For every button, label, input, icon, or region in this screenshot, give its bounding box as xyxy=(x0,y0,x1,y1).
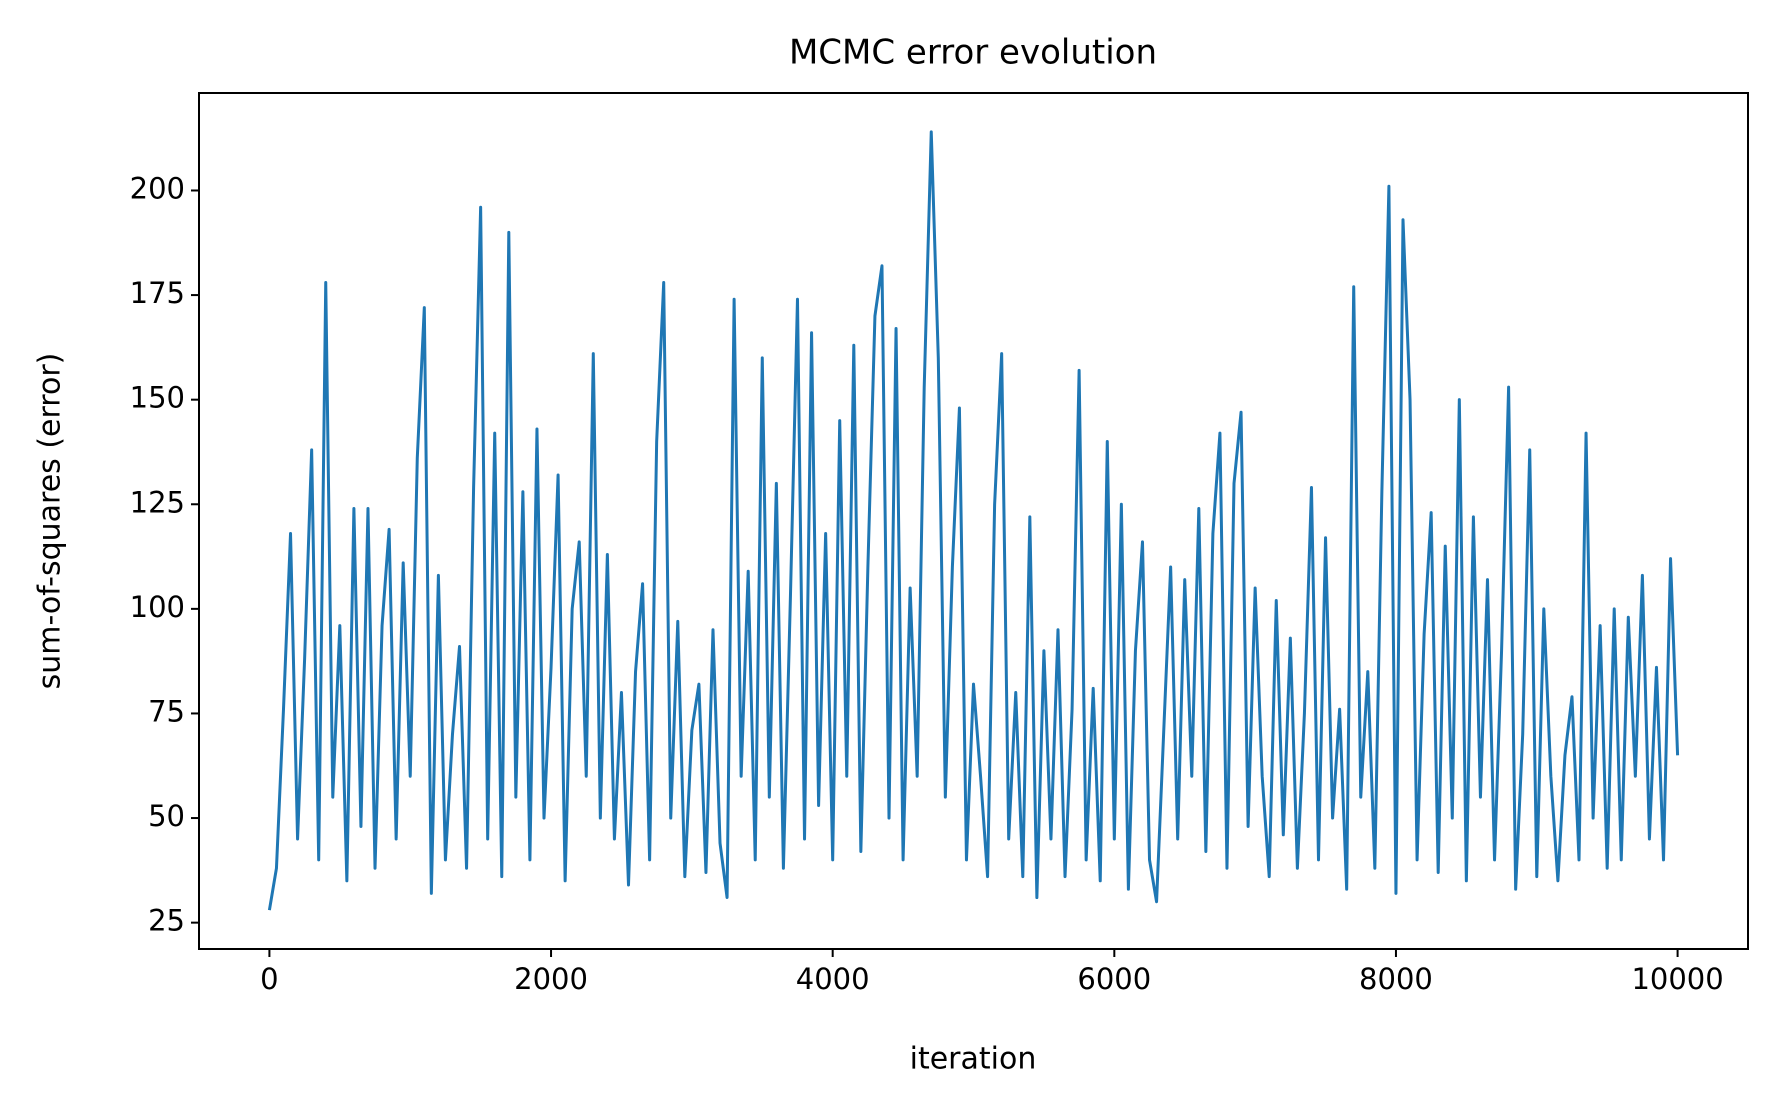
y-tick-label: 175 xyxy=(130,276,185,310)
y-tick-label: 125 xyxy=(130,485,185,519)
y-axis-label: sum-of-squares (error) xyxy=(33,353,68,690)
x-tick-label: 4000 xyxy=(796,962,870,996)
y-tick-label: 75 xyxy=(148,694,185,728)
y-tick-label: 50 xyxy=(148,799,185,833)
x-tick-label: 8000 xyxy=(1359,962,1433,996)
x-tick-label: 6000 xyxy=(1077,962,1151,996)
data-line xyxy=(267,130,1680,911)
x-axis-label: iteration xyxy=(910,1042,1037,1077)
y-tick-label: 150 xyxy=(130,381,185,415)
x-tick-label: 2000 xyxy=(514,962,588,996)
y-tick-label: 200 xyxy=(130,171,185,205)
axes-frame xyxy=(198,92,1749,950)
chart-title: MCMC error evolution xyxy=(789,33,1157,73)
y-tick-label: 100 xyxy=(130,590,185,624)
x-tick-label: 10000 xyxy=(1631,962,1723,996)
y-tick-label: 25 xyxy=(148,904,185,938)
plot-area xyxy=(267,130,1680,911)
x-tick-label: 0 xyxy=(260,962,278,996)
